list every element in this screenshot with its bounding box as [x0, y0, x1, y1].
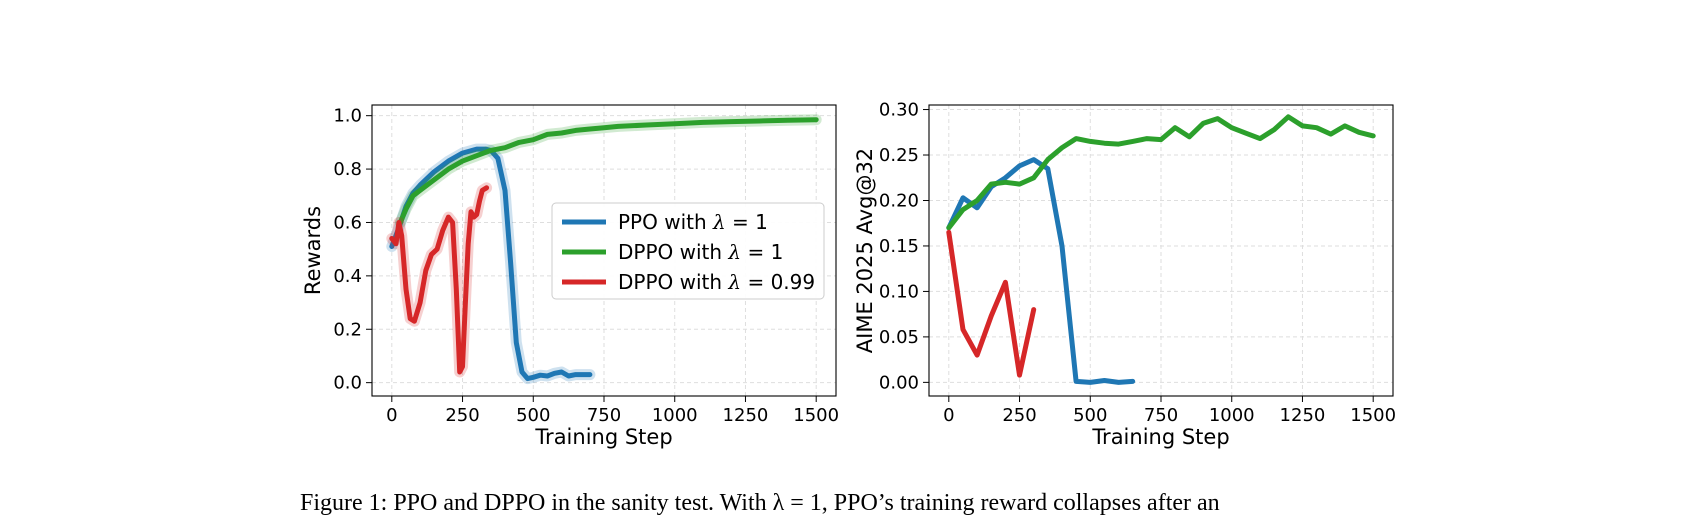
y-tick-label: 0.4 [333, 266, 362, 287]
rewards-chart: 0 250 500 750 1000 1250 1500 0.0 0.2 0.4 0.6 0.8 1.0… [301, 104, 839, 449]
x-tick-label: 1250 [723, 405, 769, 426]
legend-label: DPPO with λ = 0.99 [618, 270, 815, 294]
series-group [946, 114, 1376, 385]
y-tick-label: 0.15 [879, 236, 919, 257]
y-axis-label: Rewards [301, 206, 325, 295]
series-line [389, 146, 593, 382]
x-tick-label: 1000 [652, 405, 698, 426]
legend-box [551, 202, 825, 300]
aime-chart: 0 250 500 750 1000 1250 1500 0.00 0.05 0.10 0.15 0.… [853, 100, 1396, 449]
x-axis-label: Training Step [1091, 425, 1229, 449]
x-tick-label: 1250 [1280, 405, 1326, 426]
series-line [946, 229, 1037, 378]
x-tick-label: 750 [587, 405, 621, 426]
y-tick-label: 0.20 [879, 190, 919, 211]
figure: 0 250 500 750 1000 1250 1500 0.0 0.2 0.4 0.6 0.8 1.0… [301, 100, 1396, 449]
legend-label: DPPO with λ = 1 [618, 240, 783, 264]
x-tick-label: 0 [943, 405, 954, 426]
y-tick-label: 1.0 [333, 106, 362, 127]
figure-caption: Figure 1: PPO and DPPO in the sanity tes… [300, 490, 1220, 516]
series-group [386, 114, 822, 385]
x-axis-label: Training Step [534, 425, 672, 449]
x-tick-label: 250 [445, 405, 479, 426]
series-line [397, 117, 819, 225]
y-tick-label: 0.10 [879, 281, 919, 302]
x-tick-label: 750 [1144, 405, 1178, 426]
series-line [389, 185, 490, 375]
y-tick-label: 0.00 [879, 372, 919, 393]
x-tick-label: 500 [1073, 405, 1107, 426]
y-tick-label: 0.30 [879, 100, 919, 121]
x-tick-label: 0 [386, 405, 397, 426]
y-tick-label: 0.05 [879, 327, 919, 348]
y-tick-label: 0.8 [333, 159, 362, 180]
x-tick-label: 1500 [793, 405, 839, 426]
x-tick-label: 1000 [1209, 405, 1255, 426]
y-tick-label: 0.6 [333, 212, 362, 233]
x-tick-label: 250 [1002, 405, 1036, 426]
series-line [946, 114, 1376, 231]
y-tick-label: 0.0 [333, 373, 362, 394]
x-tick-label: 500 [516, 405, 550, 426]
y-axis-label: AIME 2025 Avg@32 [853, 148, 877, 353]
y-tick-label: 0.2 [333, 319, 362, 340]
series-line [946, 157, 1136, 385]
x-tick-label: 1500 [1350, 405, 1396, 426]
y-tick-label: 0.25 [879, 145, 919, 166]
legend-label: PPO with λ = 1 [618, 210, 768, 234]
